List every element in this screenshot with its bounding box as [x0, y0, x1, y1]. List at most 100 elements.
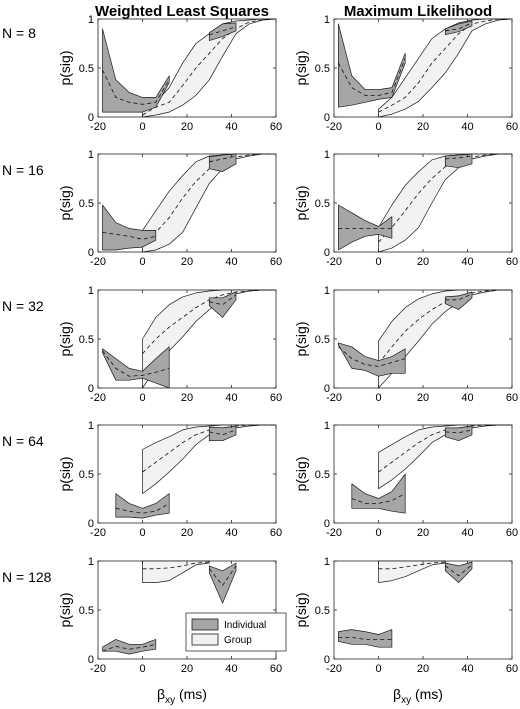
group-mean-line-0 — [378, 18, 512, 113]
individual-band-0 — [338, 629, 393, 648]
x-tick-label: 40 — [461, 392, 473, 404]
individual-band-0 — [338, 342, 406, 377]
x-tick-label: -20 — [326, 256, 342, 268]
x-tick-label: 40 — [461, 527, 473, 539]
legend-swatch-individual — [191, 618, 219, 631]
individual-mean-line-0 — [338, 346, 406, 367]
x-axis-label-left: βxy (ms) — [157, 686, 207, 706]
x-tick-label: 20 — [417, 256, 429, 268]
x-tick-label: 60 — [270, 663, 282, 675]
x-tick-label: 40 — [225, 663, 237, 675]
y-tick-label: 1 — [324, 556, 330, 568]
individual-band-0 — [102, 639, 157, 655]
individual-mean-line-0 — [102, 350, 170, 377]
x-tick-label: -20 — [326, 121, 342, 133]
x-tick-label: 0 — [375, 392, 381, 404]
y-tick-label: 0.5 — [79, 63, 94, 75]
individual-band-1 — [208, 291, 237, 318]
y-axis-label: p(sig) — [57, 185, 73, 220]
x-tick-label: 40 — [461, 663, 473, 675]
x-tick-label: 40 — [461, 256, 473, 268]
individual-mean-line-1 — [209, 429, 237, 436]
y-tick-label: 0 — [88, 247, 94, 259]
x-tick-label: 40 — [225, 256, 237, 268]
individual-mean-line-0 — [338, 637, 392, 640]
y-tick-label: 1 — [324, 14, 330, 26]
y-axis-label: p(sig) — [57, 592, 73, 627]
individual-mean-line-1 — [445, 293, 473, 301]
individual-mean-line-1 — [209, 26, 237, 36]
y-tick-label: 1 — [324, 420, 330, 432]
x-tick-label: -20 — [90, 663, 106, 675]
x-tick-label: 20 — [181, 121, 193, 133]
x-axis-label-unit: (ms) — [175, 686, 207, 702]
individual-mean-line-0 — [102, 232, 156, 240]
individual-mean-line-0 — [338, 58, 406, 96]
x-tick-label: -20 — [90, 121, 106, 133]
y-tick-label: 0.5 — [79, 334, 94, 346]
group-mean-line-0 — [142, 561, 210, 570]
x-tick-label: 20 — [181, 392, 193, 404]
y-tick-label: 0.5 — [79, 605, 94, 617]
x-tick-label: -20 — [326, 663, 342, 675]
individual-band-1 — [444, 425, 473, 442]
individual-mean-line-1 — [445, 22, 473, 32]
individual-band-1 — [208, 425, 237, 442]
individual-band-0 — [115, 493, 170, 519]
individual-band-0 — [338, 204, 393, 251]
x-tick-label: 20 — [417, 663, 429, 675]
x-tick-label: 0 — [139, 256, 145, 268]
x-tick-label: 60 — [506, 121, 518, 133]
column-title-wls: Weighted Least Squares — [95, 3, 269, 20]
y-tick-label: 0 — [88, 654, 94, 666]
y-tick-label: 0.5 — [315, 469, 330, 481]
x-tick-label: 60 — [270, 256, 282, 268]
x-tick-label: 20 — [181, 527, 193, 539]
y-axis-label: p(sig) — [293, 456, 309, 491]
x-axis-label-sub: xy — [401, 695, 411, 706]
y-axis-label: p(sig) — [293, 321, 309, 356]
x-tick-label: 60 — [270, 121, 282, 133]
x-tick-label: -20 — [90, 256, 106, 268]
y-tick-label: 1 — [88, 285, 94, 297]
individual-band-0 — [102, 346, 170, 389]
y-axis-label: p(sig) — [57, 456, 73, 491]
x-tick-label: 0 — [375, 256, 381, 268]
x-tick-label: 60 — [506, 256, 518, 268]
y-tick-label: 0 — [88, 518, 94, 530]
individual-mean-line-0 — [351, 493, 406, 504]
individual-mean-line-1 — [445, 564, 473, 577]
y-tick-label: 1 — [88, 149, 94, 161]
individual-mean-line-1 — [445, 429, 473, 434]
individual-mean-line-1 — [208, 565, 237, 587]
individual-band-0 — [338, 23, 406, 108]
y-tick-label: 0.5 — [79, 469, 94, 481]
individual-band-1 — [444, 153, 473, 169]
x-tick-label: 0 — [139, 527, 145, 539]
group-band-0 — [378, 424, 513, 490]
row-label-n16: N = 16 — [2, 162, 44, 178]
individual-band-1 — [208, 562, 237, 604]
legend-label-group: Group — [224, 635, 252, 646]
x-tick-label: -20 — [90, 392, 106, 404]
individual-band-1 — [208, 153, 237, 172]
y-tick-label: 0.5 — [315, 334, 330, 346]
x-tick-label: 0 — [375, 663, 381, 675]
x-tick-label: 0 — [139, 663, 145, 675]
x-tick-label: 40 — [225, 392, 237, 404]
x-axis-label-base: β — [157, 686, 165, 702]
y-tick-label: 0.5 — [315, 198, 330, 210]
x-tick-label: 40 — [461, 121, 473, 133]
x-axis-label-right: βxy (ms) — [393, 686, 443, 706]
individual-mean-line-0 — [102, 643, 156, 652]
individual-band-0 — [102, 28, 170, 113]
y-axis-label: p(sig) — [293, 592, 309, 627]
individual-band-1 — [444, 20, 473, 36]
